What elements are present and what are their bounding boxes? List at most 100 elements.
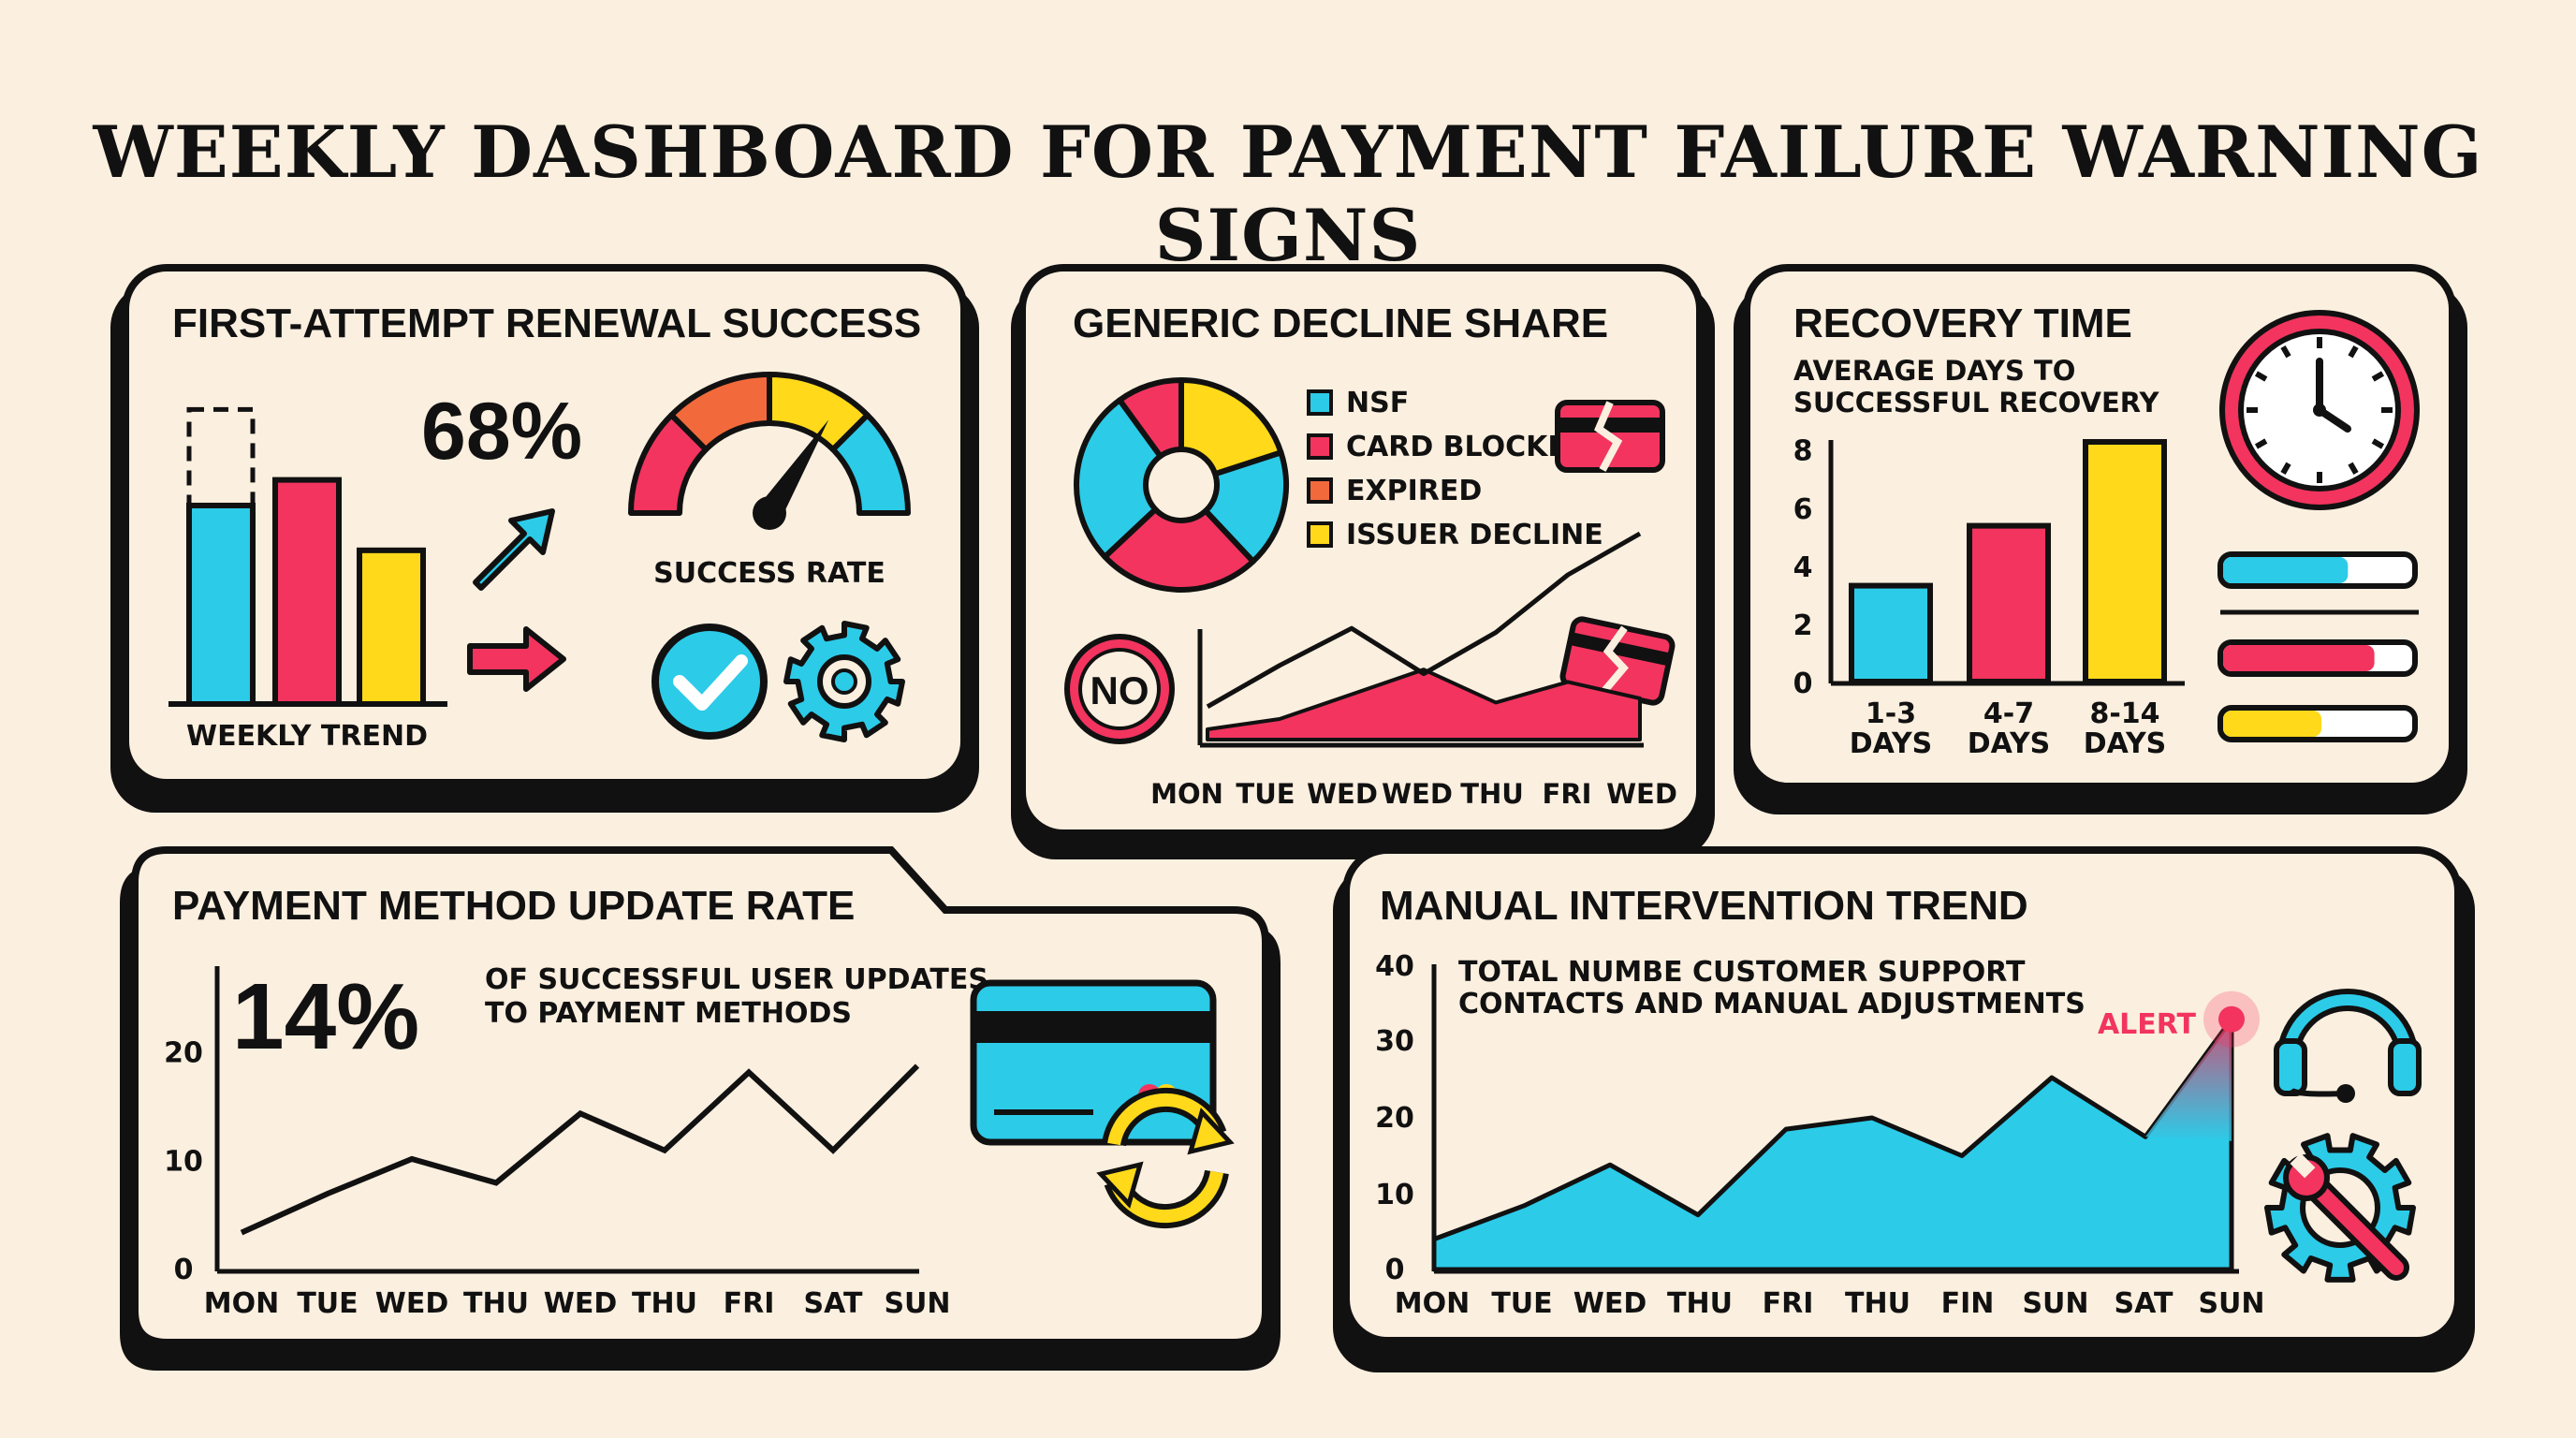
recovery-x-tick: 1-3 — [1866, 697, 1916, 730]
recovery-y-tick: 4 — [1793, 551, 1813, 584]
broken-card-icon — [1555, 400, 1665, 473]
no-badge-text: NO — [1090, 668, 1149, 712]
progress-fill — [2223, 557, 2349, 583]
clock-tick — [2280, 345, 2291, 359]
day-label: WED — [1307, 778, 1378, 810]
no-badge-icon — [1064, 634, 1175, 744]
target-outline — [186, 406, 256, 508]
day-label: THU — [1460, 778, 1524, 810]
refresh-icon — [1096, 1087, 1235, 1229]
recovery-x-tick: DAYS — [2084, 727, 2167, 760]
manual-trend-chart: 0 10 20 30 40 MON TUE WED THU FRI THU FIN SUN SAT SUN — [1375, 950, 2264, 1320]
update-line-series — [240, 1064, 920, 1236]
manual-y-tick: 20 — [1375, 1102, 1414, 1135]
progress-bars-icon — [2217, 551, 2419, 742]
day-label: WED — [1382, 778, 1453, 810]
wrench-icon — [2283, 1152, 2409, 1281]
page-title: WEEKLY DASHBOARD FOR PAYMENT FAILURE WAR… — [93, 110, 2483, 277]
arrow-up-right-icon — [473, 508, 555, 591]
update-x-tick: WED — [544, 1287, 618, 1320]
renewal-bar — [357, 547, 426, 708]
recovery-x-tick: 4-7 — [1983, 697, 2034, 730]
legend-swatch — [1307, 477, 1333, 504]
recovery-y-tick: 8 — [1793, 435, 1813, 468]
day-label: TUE — [1236, 778, 1295, 810]
manual-x-tick: FIN — [1941, 1287, 1995, 1320]
pie-slice — [1102, 506, 1256, 593]
recovery-x-tick: 8-14 — [2089, 697, 2159, 730]
checkmark-icon — [651, 624, 768, 740]
decline-area-series — [1206, 668, 1642, 741]
gauge-label: SUCCESS RATE — [653, 557, 886, 590]
update-x-tick: SUN — [884, 1287, 950, 1320]
recovery-y-tick: 2 — [1793, 609, 1813, 642]
manual-x-tick: MON — [1395, 1287, 1470, 1320]
gear-core — [831, 668, 857, 695]
manual-desc-1: TOTAL NUMBE CUSTOMER SUPPORT — [1458, 956, 2026, 989]
update-x-tick: THU — [632, 1287, 697, 1320]
update-x-tick: THU — [463, 1287, 529, 1320]
manual-x-tick: WED — [1573, 1287, 1647, 1320]
update-rate-chart: 0 10 20 MON TUE WED THU WED THU FRI SAT SUN — [164, 1037, 950, 1320]
renewal-bar — [186, 502, 256, 708]
recovery-bar — [2083, 439, 2167, 684]
decline-day-labels: MON TUE WED WED THU FRI WED — [1150, 778, 1677, 810]
clock-tick — [2280, 462, 2291, 476]
manual-heading: MANUAL INTERVENTION TREND — [1380, 883, 2028, 929]
gauge-segment — [829, 412, 911, 516]
legend-label: CARD BLOCKED — [1346, 431, 1590, 463]
legend-swatch — [1307, 521, 1333, 548]
recovery-subtitle-1: AVERAGE DAYS TO — [1793, 355, 2075, 387]
manual-desc-2: CONTACTS AND MANUAL ADJUSTMENTS — [1458, 988, 2086, 1020]
gear-icon — [783, 621, 905, 742]
update-x-tick: FRI — [724, 1287, 775, 1320]
gauge-needle — [758, 419, 829, 521]
recovery-heading: RECOVERY TIME — [1793, 301, 2132, 346]
clock-tick — [2371, 438, 2385, 449]
renewal-big-value: 68% — [421, 387, 582, 477]
legend-label: ISSUER DECLINE — [1346, 519, 1603, 551]
legend-label: EXPIRED — [1346, 475, 1482, 507]
decline-share-pie — [1074, 377, 1289, 593]
pie-slice — [1074, 397, 1164, 560]
legend-label: NSF — [1346, 387, 1409, 419]
manual-x-tick: SUN — [2022, 1287, 2088, 1320]
pie-slice — [1117, 377, 1184, 460]
pie-slice — [1178, 377, 1284, 477]
renewal-heading: FIRST-ATTEMPT RENEWAL SUCCESS — [172, 301, 921, 346]
recovery-y-tick: 6 — [1793, 493, 1813, 526]
update-big-value: 14% — [232, 964, 419, 1069]
gauge-hub — [753, 496, 786, 530]
clock-tick — [2254, 438, 2268, 449]
update-x-tick: TUE — [297, 1287, 358, 1320]
recovery-x-tick: DAYS — [1850, 727, 1933, 760]
update-x-tick: MON — [204, 1287, 279, 1320]
clock-tick — [2348, 462, 2359, 476]
manual-y-tick: 30 — [1375, 1025, 1414, 1058]
recovery-bar — [1967, 522, 2051, 684]
day-label: WED — [1606, 778, 1677, 810]
recovery-y-tick: 0 — [1793, 668, 1813, 700]
pie-slice — [1203, 449, 1289, 565]
clock-icon — [2219, 310, 2420, 510]
gauge-icon — [628, 372, 911, 530]
headset-icon — [2274, 989, 2422, 1103]
renewal-trend-label: WEEKLY TREND — [186, 720, 428, 753]
manual-x-tick: THU — [1845, 1287, 1910, 1320]
recovery-subtitle-2: SUCCESSFUL RECOVERY — [1793, 387, 2160, 418]
manual-y-tick: 0 — [1385, 1254, 1405, 1286]
alert-highlight — [2145, 1019, 2232, 1141]
recovery-bar — [1849, 582, 1933, 684]
update-desc-2: TO PAYMENT METHODS — [485, 997, 852, 1030]
manual-x-tick: THU — [1667, 1287, 1733, 1320]
alert-point — [2218, 1005, 2245, 1033]
credit-card-icon — [970, 979, 1217, 1146]
renewal-trend-chart — [186, 406, 426, 708]
update-y-tick: 10 — [164, 1145, 203, 1178]
progress-fill — [2223, 645, 2375, 671]
update-x-tick: SAT — [804, 1287, 863, 1320]
legend-swatch — [1307, 433, 1333, 460]
manual-x-tick: FRI — [1763, 1287, 1814, 1320]
